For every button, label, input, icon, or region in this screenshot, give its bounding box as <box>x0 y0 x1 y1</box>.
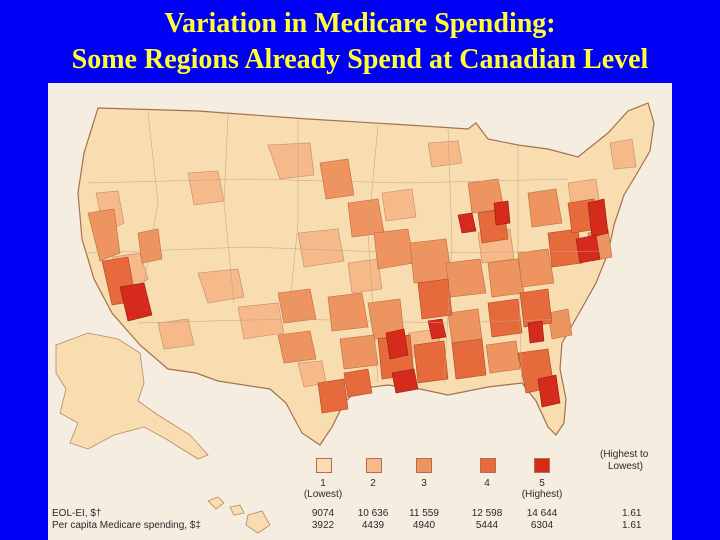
legend-swatch-2 <box>366 458 382 473</box>
ratio-spending: 1.61 <box>622 520 642 531</box>
legend-swatch-4 <box>480 458 496 473</box>
hawaii-region <box>207 496 271 534</box>
eol-value-1: 9074 <box>311 508 335 519</box>
legend-class-1-sublabel: (Lowest) <box>303 489 343 500</box>
legend-swatch-5 <box>534 458 550 473</box>
eol-value-3: 11 559 <box>409 508 439 519</box>
ratio-header-2: Lowest) <box>608 461 644 472</box>
slide-title-line-1: Variation in Medicare Spending: <box>164 8 556 39</box>
legend-swatch-3 <box>416 458 432 473</box>
spending-value-3: 4940 <box>412 520 436 531</box>
spending-value-2: 4439 <box>361 520 385 531</box>
spending-value-5: 6304 <box>530 520 554 531</box>
legend-swatch-1 <box>316 458 332 473</box>
eol-value-5: 14 644 <box>526 508 558 519</box>
spending-value-4: 5444 <box>475 520 499 531</box>
eol-value-4: 12 598 <box>471 508 503 519</box>
legend-class-3-label: 3 <box>421 478 427 489</box>
legend-class-5-sublabel: (Highest) <box>521 489 563 500</box>
hrr-borders <box>87 112 609 384</box>
legend-class-2-label: 2 <box>370 478 376 489</box>
spending-value-1: 3922 <box>311 520 335 531</box>
alaska-region <box>55 332 209 460</box>
us-medicare-spending-map <box>55 102 655 534</box>
legend-class-4-label: 4 <box>484 478 490 489</box>
legend-class-1-label: 1 <box>320 478 326 489</box>
row-eol-label: EOL-EI, $† <box>52 508 102 519</box>
quintile-5-regions <box>119 198 609 408</box>
slide-title-line-2: Some Regions Already Spend at Canadian L… <box>71 44 649 75</box>
row-spending-label: Per capita Medicare spending, $‡ <box>52 520 201 531</box>
ratio-eol: 1.61 <box>622 508 642 519</box>
map-panel: (Highest to Lowest) 1 2 3 4 5 (Lowest) (… <box>48 83 672 540</box>
legend-class-5-label: 5 <box>539 478 545 489</box>
eol-value-2: 10 636 <box>357 508 389 519</box>
ratio-header-1: (Highest to <box>600 449 649 460</box>
quintile-3-regions <box>87 158 613 374</box>
